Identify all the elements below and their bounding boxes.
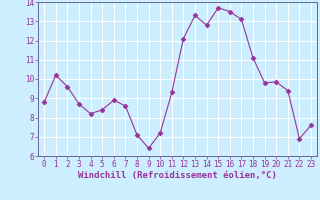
X-axis label: Windchill (Refroidissement éolien,°C): Windchill (Refroidissement éolien,°C) <box>78 171 277 180</box>
